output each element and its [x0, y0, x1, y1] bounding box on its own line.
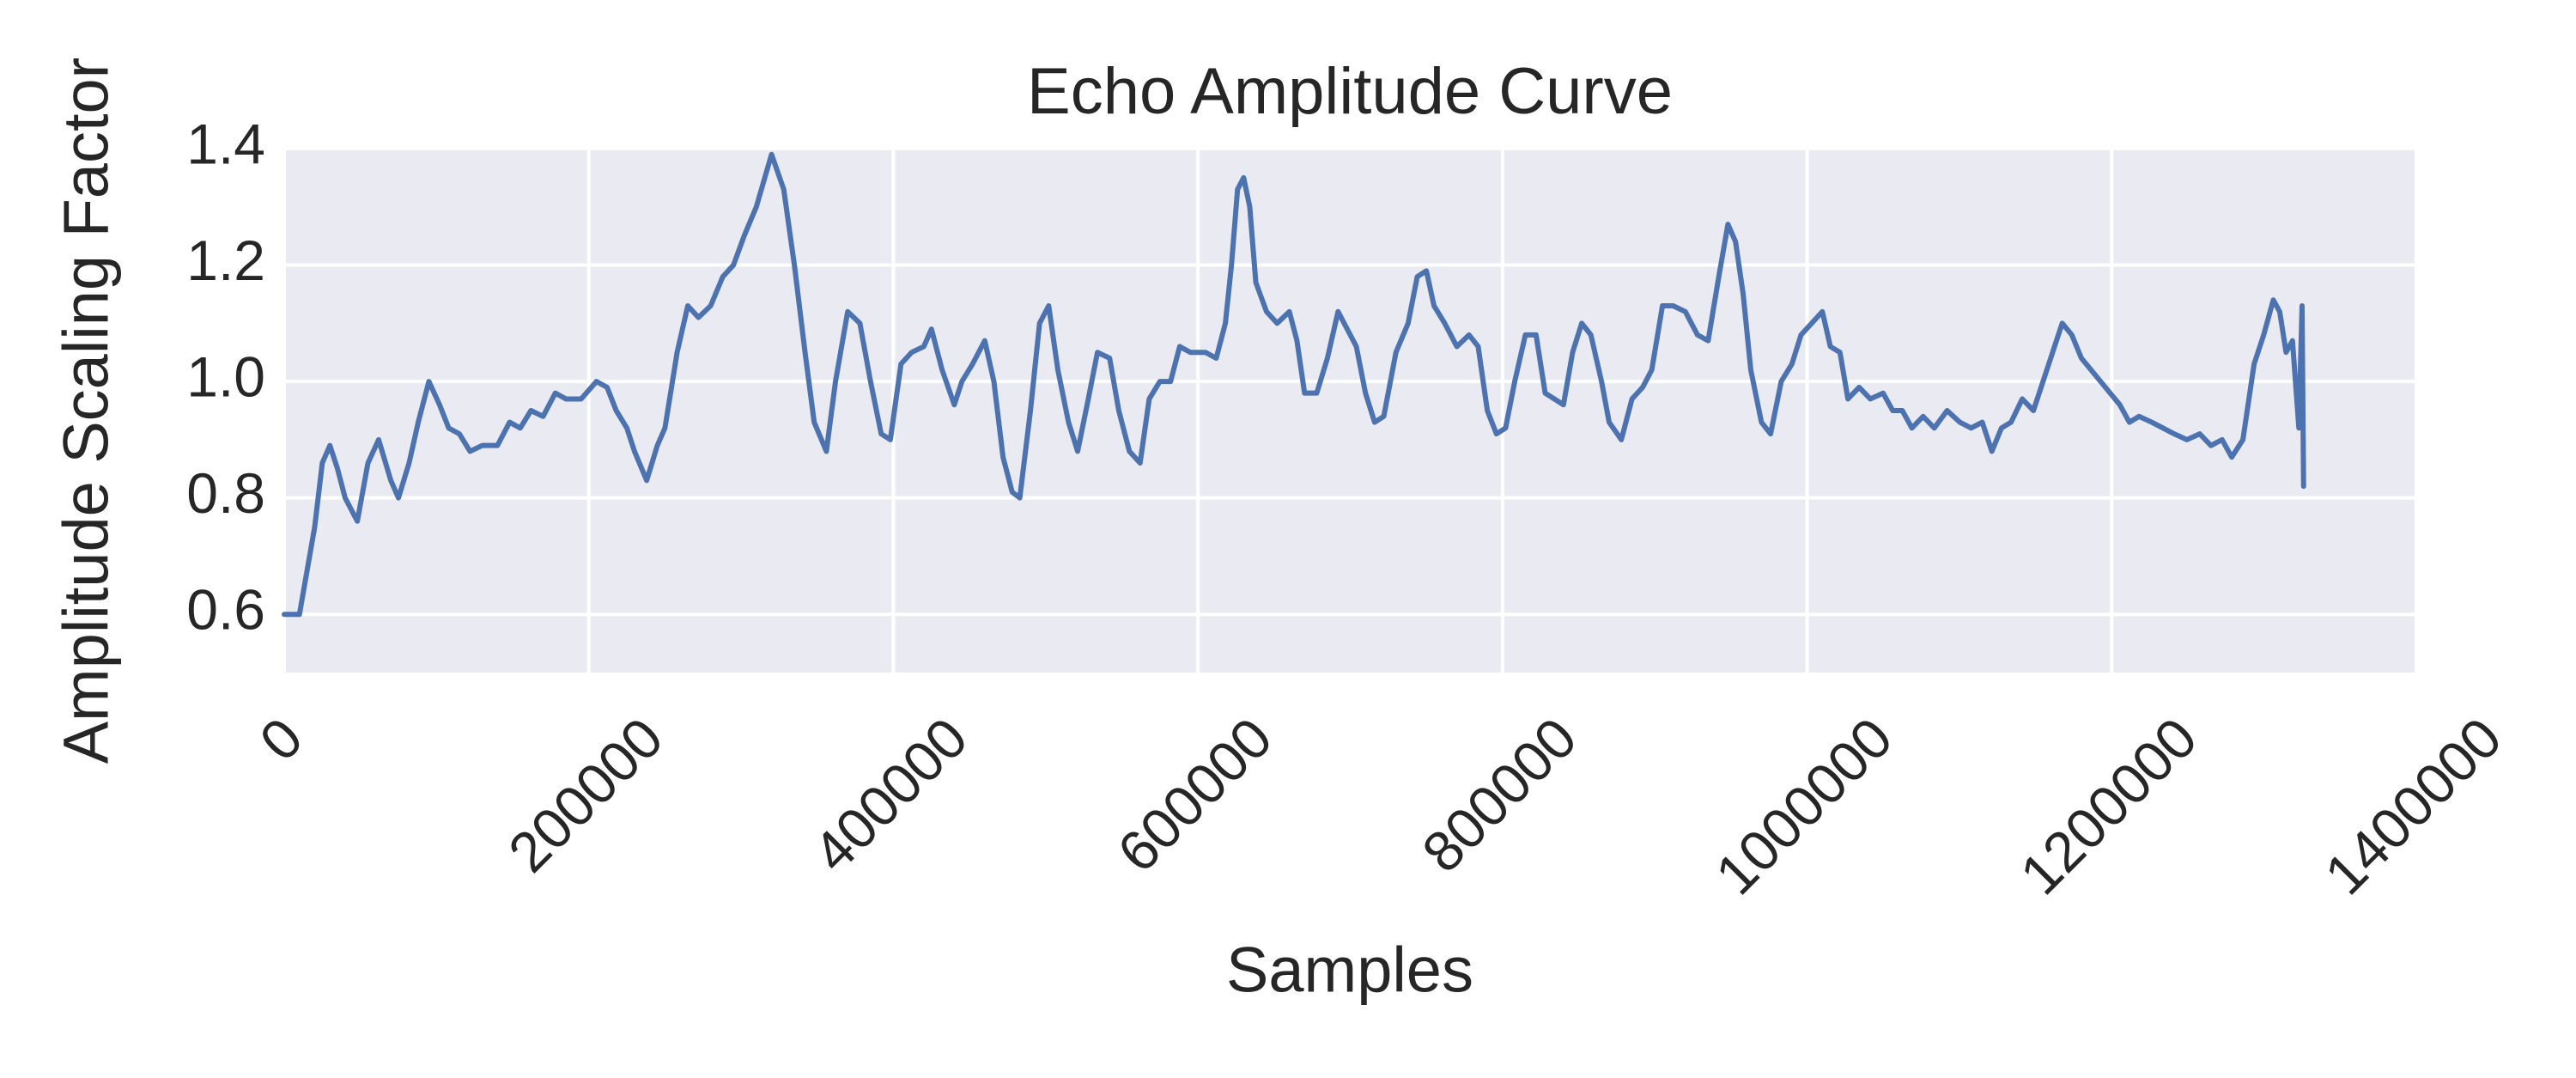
x-tick-label: 200000 — [496, 705, 675, 884]
y-tick-label: 1.4 — [186, 112, 265, 175]
chart-title: Echo Amplitude Curve — [1027, 55, 1673, 128]
x-tick-label: 600000 — [1105, 705, 1284, 884]
x-tick-label: 800000 — [1410, 705, 1589, 884]
x-tick-label: 1000000 — [1704, 705, 1905, 906]
y-tick-label: 0.6 — [186, 578, 265, 642]
x-tick-label: 1200000 — [2008, 705, 2208, 906]
plot-background — [284, 149, 2416, 673]
x-axis-label: Samples — [1226, 935, 1473, 1006]
x-tick-label: 400000 — [800, 705, 979, 884]
x-tick-label: 0 — [247, 705, 314, 772]
y-tick-label: 0.8 — [186, 461, 265, 525]
y-tick-label: 1.2 — [186, 228, 265, 292]
x-tick-label: 1400000 — [2312, 705, 2513, 906]
y-tick-label: 1.0 — [186, 345, 265, 409]
y-axis-label: Amplitude Scaling Factor — [51, 58, 122, 764]
data-line — [282, 151, 2306, 618]
